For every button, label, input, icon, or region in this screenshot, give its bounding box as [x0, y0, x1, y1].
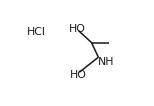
- Text: NH: NH: [97, 57, 114, 67]
- Text: HCl: HCl: [26, 27, 45, 37]
- Text: HO: HO: [69, 70, 86, 80]
- Text: HO: HO: [69, 24, 86, 34]
